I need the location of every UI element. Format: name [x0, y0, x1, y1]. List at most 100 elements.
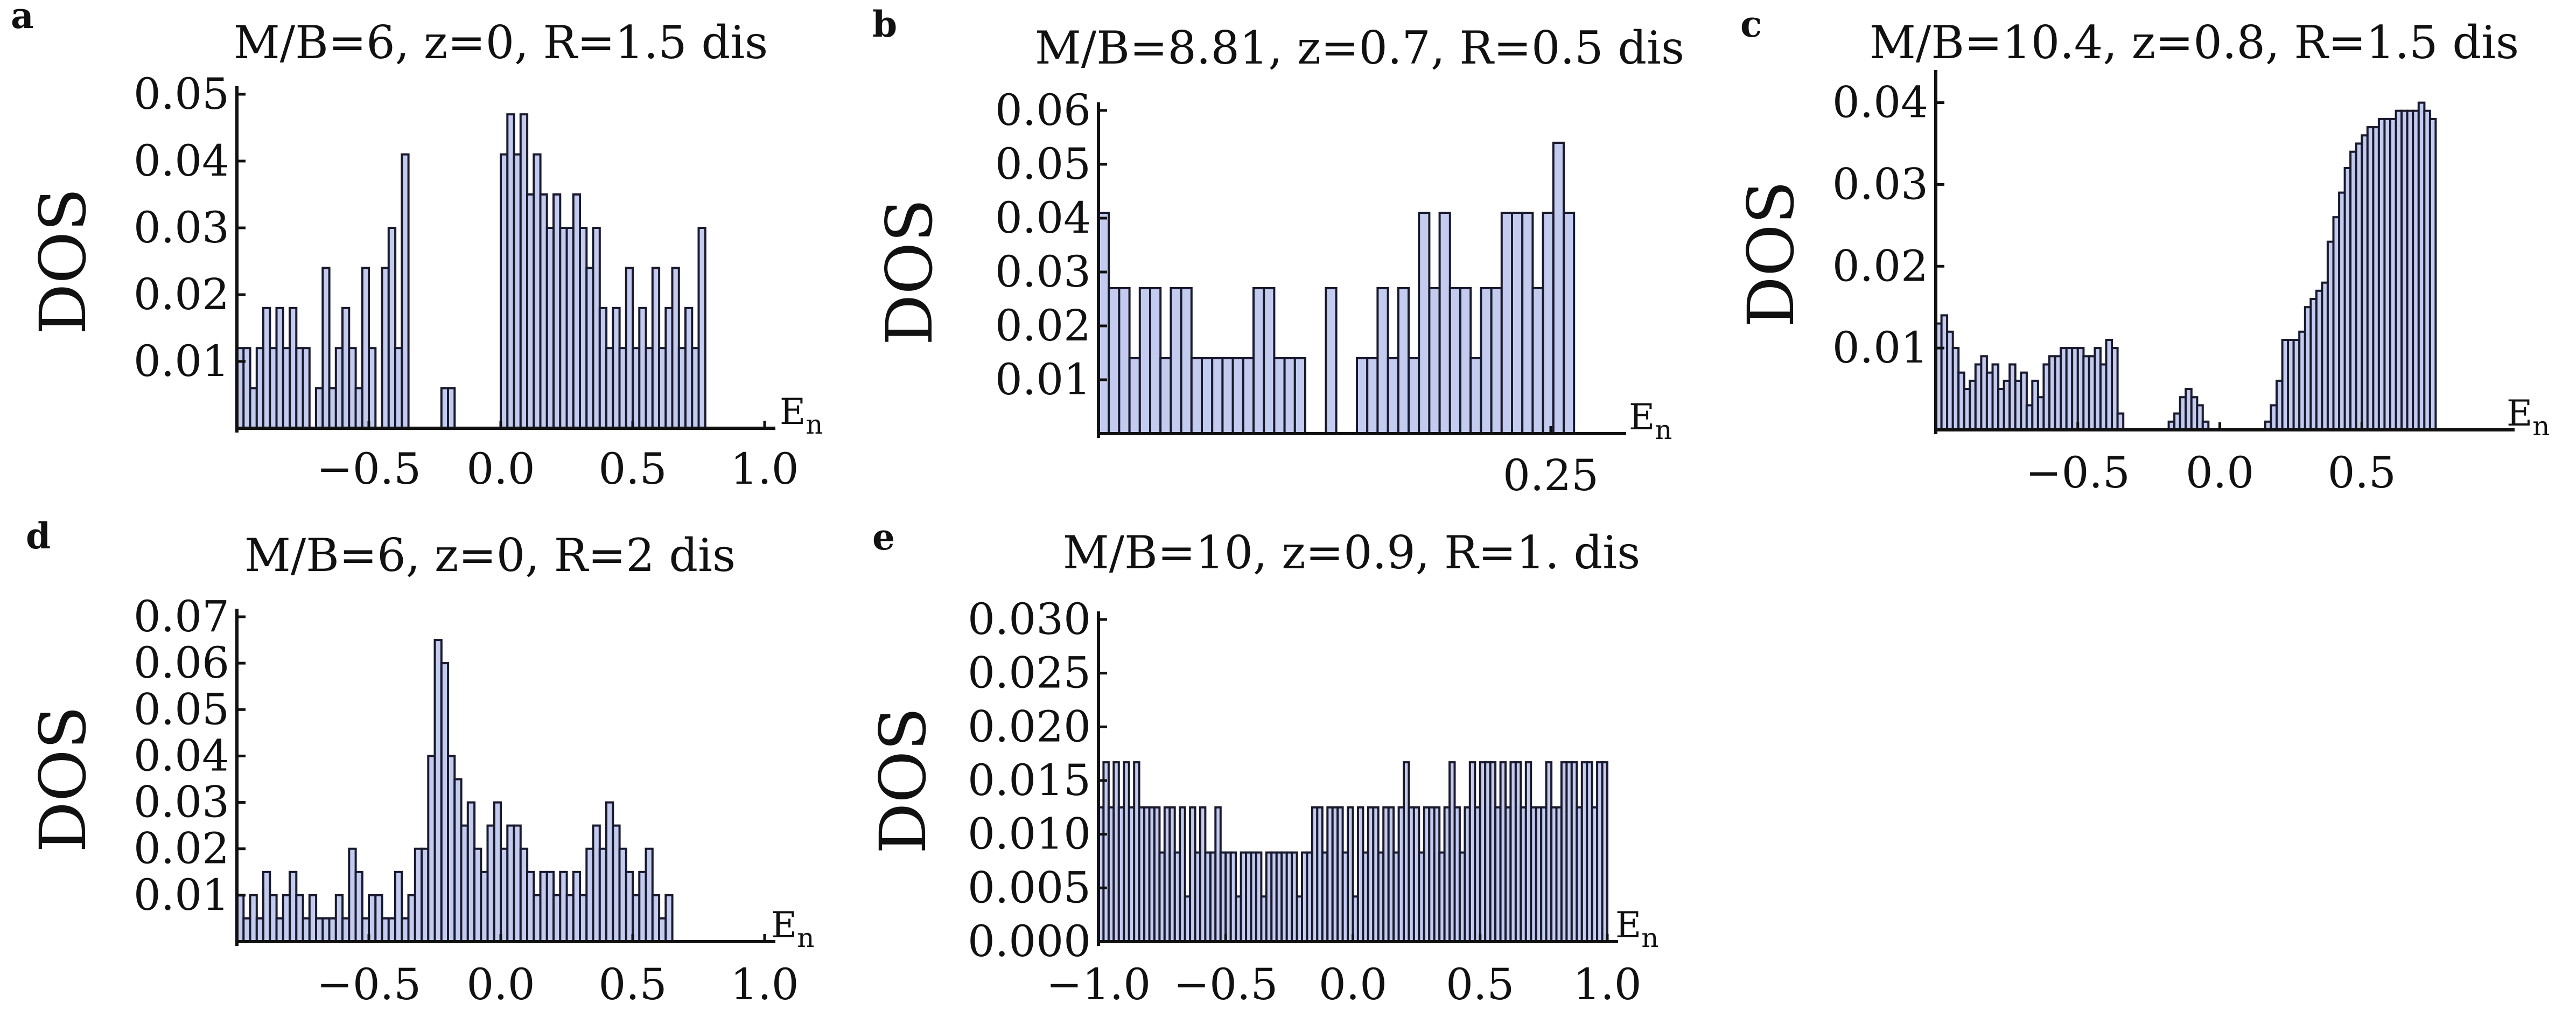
- x-tick-label: −1.0: [1046, 959, 1151, 1009]
- y-tick-label: 0.04: [1832, 78, 1928, 128]
- bar: [1387, 357, 1399, 435]
- bar: [1552, 142, 1565, 435]
- panel-letter: c: [1740, 3, 1762, 45]
- y-tick-label: 0.025: [968, 648, 1091, 698]
- bar: [1531, 287, 1544, 435]
- y-tick-label: 0.05: [134, 69, 229, 119]
- y-tick-label: 0.020: [968, 701, 1091, 751]
- bar: [1459, 287, 1472, 435]
- bar: [1428, 287, 1441, 435]
- bar: [1211, 357, 1224, 435]
- x-tick-label: −0.5: [2026, 448, 2130, 498]
- y-tick-label: 0.02: [134, 824, 229, 874]
- x-axis-label-subscript: n: [806, 409, 823, 440]
- x-tick-label: −0.5: [1173, 959, 1278, 1009]
- bar: [1408, 357, 1420, 435]
- bar: [1273, 357, 1286, 435]
- y-tick-label: 0.01: [134, 870, 229, 920]
- panel-letter: b: [872, 3, 897, 45]
- y-tick-label: 0.030: [968, 594, 1091, 644]
- panel-letter: d: [26, 515, 51, 557]
- bar: [2116, 412, 2125, 431]
- y-tick-label: 0.03: [995, 247, 1091, 297]
- x-tick-label: 0.5: [2328, 448, 2396, 498]
- y-axis-label: DOS: [26, 706, 100, 852]
- y-tick-label: 0.06: [134, 638, 229, 688]
- chart-title: M/B=6, z=0, R=1.5 dis: [234, 16, 768, 69]
- x-tick-label: 0.5: [598, 959, 667, 1009]
- bar: [368, 347, 377, 430]
- panel-b: 0.010.020.030.040.050.06 0.25 M/B=8.81, z=…: [872, 3, 1684, 500]
- bar: [1448, 287, 1462, 435]
- chart-title: M/B=10, z=0.9, R=1. dis: [1063, 526, 1641, 579]
- y-tick-label: 0.05: [134, 684, 229, 734]
- x-axis-label-main: E: [771, 904, 797, 946]
- bar: [1263, 287, 1276, 435]
- bar: [1397, 287, 1410, 435]
- bar: [1293, 357, 1307, 435]
- bar: [1252, 287, 1265, 435]
- y-tick-label: 0.01: [995, 354, 1091, 405]
- y-tick-label: 0.03: [134, 203, 229, 253]
- bar: [1231, 357, 1244, 435]
- bar: [1542, 212, 1555, 435]
- bar: [1438, 212, 1451, 435]
- x-axis-label: En: [2507, 393, 2550, 442]
- x-tick-label: 1.0: [730, 959, 799, 1009]
- bar: [1138, 287, 1152, 435]
- x-tick-label: 0.0: [1319, 959, 1387, 1009]
- bar: [1521, 212, 1534, 435]
- x-axis-label-main: E: [1629, 396, 1655, 438]
- bar: [1221, 357, 1234, 435]
- bar: [1180, 287, 1193, 435]
- bar: [1201, 357, 1214, 435]
- x-axis-label: En: [771, 904, 814, 953]
- chart-title: M/B=6, z=0, R=2 dis: [244, 529, 736, 582]
- y-tick-label: 0.02: [1832, 241, 1928, 291]
- bar: [697, 227, 706, 429]
- bar: [1376, 287, 1389, 435]
- x-axis-label-main: E: [1615, 904, 1641, 946]
- bar: [1159, 357, 1172, 435]
- y-tick-label: 0.06: [995, 85, 1091, 135]
- bar: [1601, 761, 1609, 943]
- bar: [1325, 287, 1338, 435]
- bar: [1242, 357, 1255, 435]
- x-tick-label: 0.5: [598, 444, 667, 494]
- y-axis-label: DOS: [866, 707, 940, 854]
- bar: [1118, 287, 1131, 435]
- x-axis-label-subscript: n: [797, 922, 814, 953]
- y-tick-label: 0.005: [968, 862, 1091, 913]
- x-tick-label: 0.5: [1446, 959, 1514, 1009]
- x-axis-label-main: E: [2507, 393, 2532, 434]
- bar: [1418, 212, 1431, 435]
- y-tick-label: 0.04: [995, 193, 1091, 243]
- chart-title: M/B=8.81, z=0.7, R=0.5 dis: [1035, 22, 1684, 74]
- bar: [1480, 287, 1493, 435]
- panel-c: 0.01 0.02 0.03 0.04 −0.5 0.0 0.5 M/B=10.4, z=0.…: [1734, 3, 2550, 498]
- x-axis-label: En: [780, 391, 823, 440]
- bar: [1490, 287, 1503, 435]
- y-tick-label: 0.015: [968, 755, 1091, 805]
- panel-letter: e: [872, 516, 895, 558]
- y-axis-label: DOS: [1734, 180, 1808, 327]
- bar: [1170, 287, 1182, 435]
- bar: [664, 894, 674, 943]
- bar: [1511, 212, 1524, 435]
- y-tick-label: 0.02: [995, 301, 1091, 351]
- y-tick-label: 0.05: [995, 139, 1091, 189]
- y-tick-label: 0.07: [134, 591, 229, 642]
- bar: [1563, 212, 1576, 435]
- bar: [1190, 357, 1203, 435]
- y-tick-label: 0.04: [134, 136, 229, 186]
- bar: [1149, 287, 1162, 435]
- panel-d: 0.010.020.030.040.050.060.07 −0.5 0.0 0.5 1.…: [26, 515, 814, 1009]
- y-tick-label: 0.000: [968, 916, 1091, 966]
- x-tick-label: 0.0: [466, 444, 535, 494]
- x-axis-label-subscript: n: [1655, 414, 1672, 445]
- bar: [1283, 357, 1296, 435]
- x-tick-label: −0.5: [317, 959, 421, 1009]
- x-tick-label: 1.0: [730, 444, 799, 494]
- bar: [1500, 212, 1514, 435]
